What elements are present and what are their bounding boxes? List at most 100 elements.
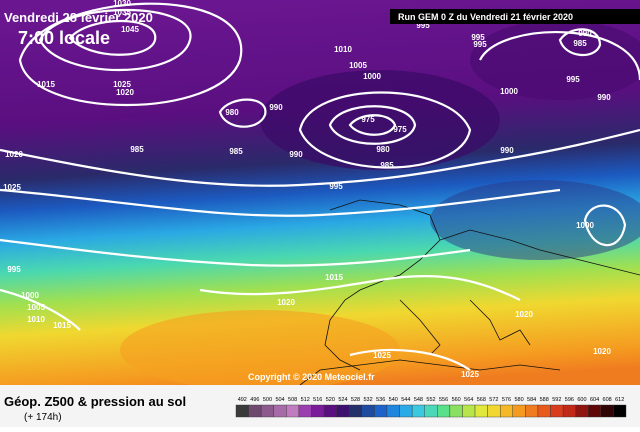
scale-swatch xyxy=(474,404,488,418)
isobar-label: 980 xyxy=(376,145,390,154)
isobar-label: 1015 xyxy=(325,273,343,282)
isobar-label: 1015 xyxy=(37,80,55,89)
scale-swatch xyxy=(537,404,551,418)
isobar-label: 990 xyxy=(578,29,592,38)
scale-swatch xyxy=(550,404,564,418)
isobar-label: 1015 xyxy=(53,321,71,330)
isobar-label: 1020 xyxy=(593,347,611,356)
isobar-label: 975 xyxy=(393,125,407,134)
isobar-label: 1045 xyxy=(121,25,139,34)
scale-label: 512 xyxy=(301,397,310,403)
isobar-label: 985 xyxy=(380,161,394,170)
scale-swatch xyxy=(248,404,262,418)
scale-swatch xyxy=(399,404,413,418)
scale-label: 576 xyxy=(502,397,511,403)
isobar-label: 995 xyxy=(329,182,343,191)
scale-swatch xyxy=(235,404,249,418)
scale-swatch xyxy=(311,404,325,418)
isobars xyxy=(0,2,640,371)
isobar-label: 1030 xyxy=(113,0,131,8)
scale-label: 572 xyxy=(489,397,498,403)
scale-label: 560 xyxy=(452,397,461,403)
scale-label: 524 xyxy=(338,397,347,403)
isobar-label: 975 xyxy=(361,115,375,124)
scale-swatch xyxy=(487,404,501,418)
scale-swatch xyxy=(613,404,627,418)
scale-swatch xyxy=(374,404,388,418)
isobar-label: 995 xyxy=(7,265,21,274)
scale-label: 588 xyxy=(540,397,549,403)
scale-label: 556 xyxy=(439,397,448,403)
scale-label: 608 xyxy=(603,397,612,403)
isobar-label: 1000 xyxy=(363,72,381,81)
scale-swatch xyxy=(336,404,350,418)
lead-time: (+ 174h) xyxy=(24,412,62,423)
isobar-label: 995 xyxy=(416,21,430,30)
isobar-label: 990 xyxy=(269,103,283,112)
scale-label: 592 xyxy=(552,397,561,403)
scale-label: 604 xyxy=(590,397,599,403)
run-info: Run GEM 0 Z du Vendredi 21 février 2020 xyxy=(398,12,573,22)
isobar-label: 1025 xyxy=(373,351,391,360)
scale-label: 544 xyxy=(401,397,410,403)
scale-swatch xyxy=(260,404,274,418)
isobar-label: 1020 xyxy=(116,88,134,97)
isobar-label: 980 xyxy=(225,108,239,117)
isobar-label: 995 xyxy=(566,75,580,84)
scale-swatch xyxy=(575,404,589,418)
isobar-label: 995 xyxy=(473,40,487,49)
scale-swatch xyxy=(562,404,576,418)
isobar-label: 1020 xyxy=(515,310,533,319)
isobar-label: 1010 xyxy=(27,315,45,324)
scale-label: 564 xyxy=(464,397,473,403)
isobar-label: 1025 xyxy=(461,370,479,379)
scale-label: 528 xyxy=(351,397,360,403)
scale-label: 516 xyxy=(313,397,322,403)
isobar-label: 1005 xyxy=(27,303,45,312)
run-box xyxy=(390,9,640,24)
isobar-label: 990 xyxy=(597,93,611,102)
isobar-label: 985 xyxy=(229,147,243,156)
low xyxy=(470,20,640,100)
ridge xyxy=(120,310,400,390)
isobar-label: 990 xyxy=(289,150,303,159)
scale-swatch xyxy=(600,404,614,418)
scale-swatch xyxy=(411,404,425,418)
scale-swatch xyxy=(298,404,312,418)
footer-title: Géop. Z500 & pression au sol xyxy=(4,394,186,409)
time: 7:00 locale xyxy=(18,28,110,48)
scale-label: 600 xyxy=(577,397,586,403)
scale-label: 612 xyxy=(615,397,624,403)
isobar-label: 1025 xyxy=(3,183,21,192)
scale-swatch xyxy=(525,404,539,418)
scale-swatch xyxy=(349,404,363,418)
scale-label: 508 xyxy=(288,397,297,403)
isobar-label: 985 xyxy=(130,145,144,154)
scale-label: 568 xyxy=(477,397,486,403)
scale-label: 492 xyxy=(238,397,247,403)
scale-label: 532 xyxy=(364,397,373,403)
isobar-label: 1020 xyxy=(277,298,295,307)
scale-swatch xyxy=(424,404,438,418)
scale-swatch xyxy=(499,404,513,418)
isobar-label: 1005 xyxy=(349,61,367,70)
low xyxy=(260,70,500,170)
scale-label: 496 xyxy=(250,397,259,403)
scale-label: 580 xyxy=(514,397,523,403)
scale-swatch xyxy=(462,404,476,418)
scale-label: 536 xyxy=(376,397,385,403)
scale-swatch xyxy=(588,404,602,418)
scale-swatch xyxy=(286,404,300,418)
scale-label: 596 xyxy=(565,397,574,403)
scale-swatch xyxy=(437,404,451,418)
isobar-label: 1025 xyxy=(113,80,131,89)
scale-swatch xyxy=(323,404,337,418)
isobar-label: 1000 xyxy=(576,221,594,230)
color-scale: 492 496 500 504 508 512 516 520 524 528 532 536 540 5… xyxy=(235,397,627,418)
isobar-label: 1000 xyxy=(500,87,518,96)
date: Vendredi 28 février 2020 xyxy=(4,10,153,25)
scale-swatch xyxy=(386,404,400,418)
scale-label: 500 xyxy=(263,397,272,403)
scale-swatch xyxy=(512,404,526,418)
